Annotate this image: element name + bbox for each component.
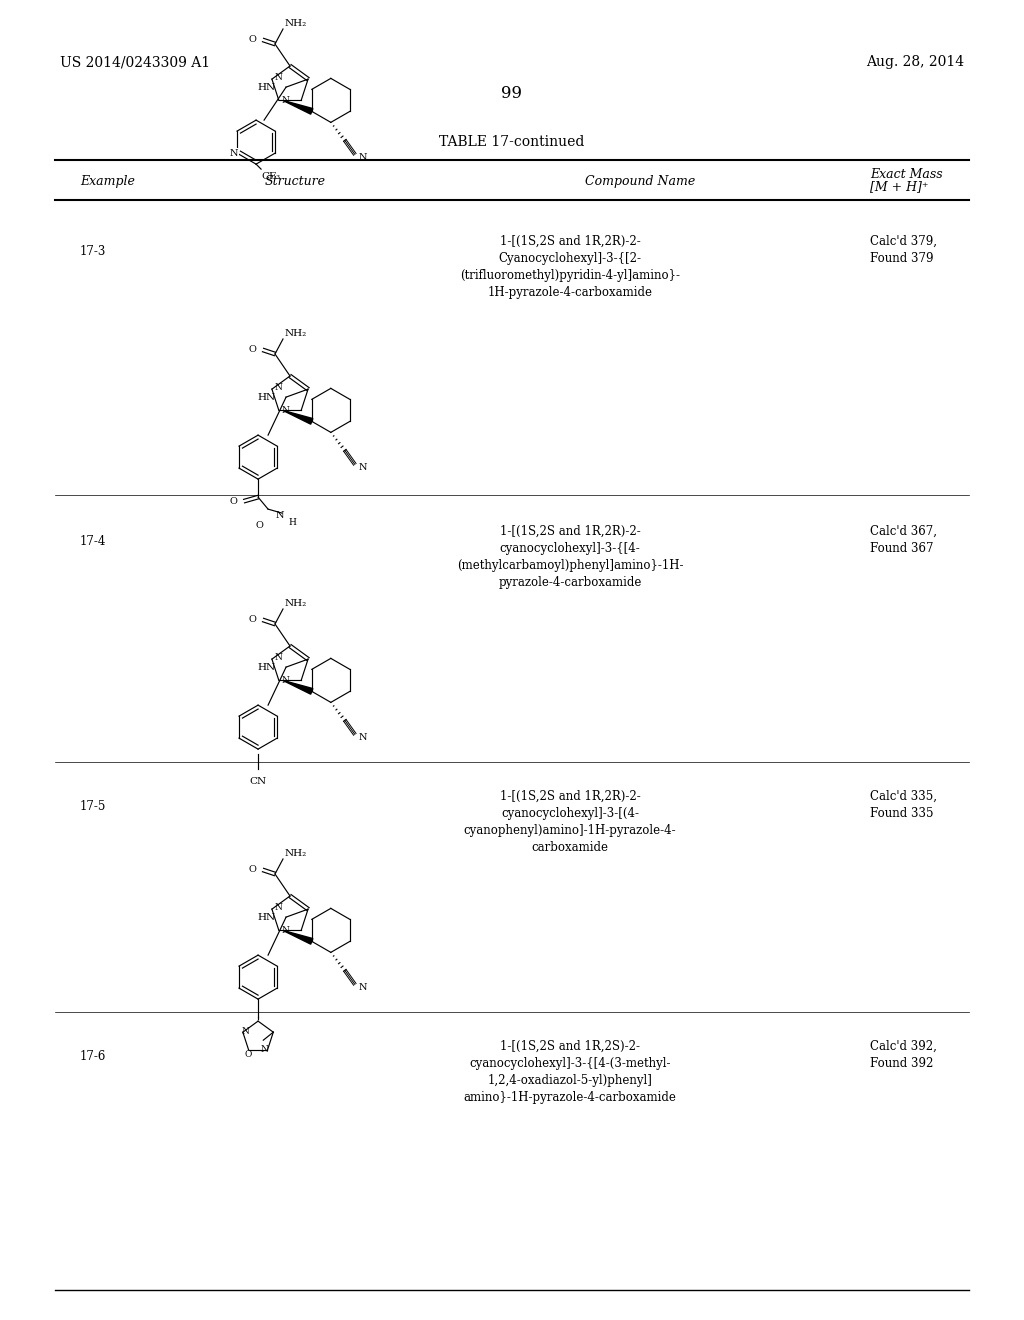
Text: HN: HN [258,83,276,91]
Text: CF₃: CF₃ [261,172,281,181]
Text: HN: HN [258,663,276,672]
Polygon shape [283,411,313,424]
Polygon shape [283,680,313,694]
Text: 1-[(1S,2S and 1R,2R)-2-
cyanocyclohexyl]-3-[(4-
cyanophenyl)amino]-1H-pyrazole-4: 1-[(1S,2S and 1R,2R)-2- cyanocyclohexyl]… [464,789,676,854]
Text: TABLE 17-continued: TABLE 17-continued [439,135,585,149]
Text: N: N [282,925,290,935]
Text: 99: 99 [502,84,522,102]
Text: Calc'd 379,
Found 379: Calc'd 379, Found 379 [870,235,937,265]
Polygon shape [283,931,313,944]
Text: N: N [282,405,290,414]
Text: Example: Example [80,176,135,187]
Text: 17-6: 17-6 [80,1049,106,1063]
Text: Exact Mass: Exact Mass [870,168,943,181]
Text: NH₂: NH₂ [285,330,307,338]
Polygon shape [283,100,313,114]
Text: 1-[(1S,2S and 1R,2R)-2-
cyanocyclohexyl]-3-{[4-
(methylcarbamoyl)phenyl]amino}-1: 1-[(1S,2S and 1R,2R)-2- cyanocyclohexyl]… [457,525,683,589]
Text: NH₂: NH₂ [285,599,307,609]
Text: N: N [358,463,368,471]
Text: N: N [358,733,368,742]
Text: N: N [260,1044,268,1053]
Text: Compound Name: Compound Name [585,176,695,187]
Text: N: N [276,511,285,520]
Text: Structure: Structure [264,176,326,187]
Text: 1-[(1S,2S and 1R,2S)-2-
cyanocyclohexyl]-3-{[4-(3-methyl-
1,2,4-oxadiazol-5-yl)p: 1-[(1S,2S and 1R,2S)-2- cyanocyclohexyl]… [464,1040,677,1104]
Text: N: N [282,676,290,685]
Text: Calc'd 367,
Found 367: Calc'd 367, Found 367 [870,525,937,554]
Text: N: N [282,96,290,104]
Text: N: N [274,903,283,912]
Text: N: N [274,73,283,82]
Text: [M + H]⁺: [M + H]⁺ [870,180,929,193]
Text: O: O [248,866,256,874]
Text: Calc'd 392,
Found 392: Calc'd 392, Found 392 [870,1040,937,1071]
Text: Calc'd 335,
Found 335: Calc'd 335, Found 335 [870,789,937,820]
Text: O: O [248,36,256,45]
Text: HN: HN [258,392,276,401]
Text: O: O [229,496,238,506]
Text: NH₂: NH₂ [285,850,307,858]
Text: H: H [288,517,296,527]
Text: 17-4: 17-4 [80,535,106,548]
Text: O: O [255,520,263,529]
Text: N: N [274,652,283,661]
Text: HN: HN [258,912,276,921]
Text: N: N [358,983,368,991]
Text: 1-[(1S,2S and 1R,2R)-2-
Cyanocyclohexyl]-3-{[2-
(trifluoromethyl)pyridin-4-yl]am: 1-[(1S,2S and 1R,2R)-2- Cyanocyclohexyl]… [460,235,680,300]
Text: N: N [274,383,283,392]
Text: US 2014/0243309 A1: US 2014/0243309 A1 [60,55,210,69]
Text: CN: CN [250,777,266,787]
Text: O: O [248,346,256,355]
Text: Aug. 28, 2014: Aug. 28, 2014 [866,55,964,69]
Text: 17-5: 17-5 [80,800,106,813]
Text: N: N [242,1027,250,1036]
Text: 17-3: 17-3 [80,246,106,257]
Text: O: O [245,1049,252,1059]
Text: N: N [358,153,368,162]
Text: O: O [248,615,256,624]
Text: NH₂: NH₂ [285,20,307,29]
Text: N: N [229,149,239,157]
